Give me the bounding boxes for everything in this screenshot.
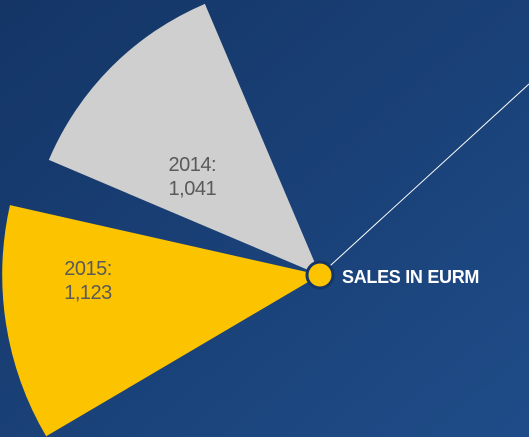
category-label: 2015:: [64, 258, 112, 280]
wedge: [2, 205, 321, 437]
value-label: 1,041: [169, 178, 217, 200]
value-label: 1,123: [64, 282, 112, 304]
category-label: 2014:: [169, 154, 217, 176]
pointer-line: [319, 83, 529, 276]
center-dot: [305, 260, 335, 290]
wedge: [48, 3, 321, 276]
chart-title: SALES IN EURM: [342, 267, 479, 287]
wedges: [2, 3, 321, 437]
